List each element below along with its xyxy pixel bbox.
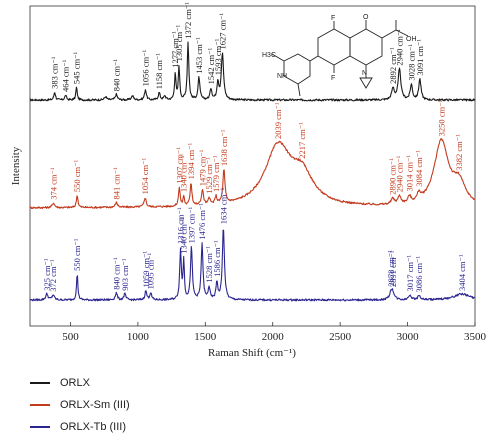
peak-label-0-9: 1277 cm⁻¹ — [170, 31, 180, 68]
peak-label-0-15: 1627 cm⁻¹ — [217, 13, 227, 50]
peak-label-0-16: 2892 cm⁻¹ — [388, 47, 398, 84]
peak-label-0-17: 2940 cm⁻¹ — [395, 29, 405, 66]
peak-label-2-1: 372 cm⁻¹ — [48, 259, 58, 292]
peak-label-1-8: 1529 cm⁻¹ — [204, 157, 214, 194]
peak-label-0-2: 545 cm⁻¹ — [72, 51, 82, 84]
peak-label-1-7: 1479 cm⁻¹ — [198, 149, 208, 186]
peak-label-2-18: 3404 cm⁻¹ — [457, 254, 467, 291]
peak-label-2-5: 1059 cm⁻¹ — [141, 251, 151, 288]
raman-spectrum-chart: 383 cm⁻¹ 464 cm⁻¹ 545 cm⁻¹ 840 cm⁻¹ 1056 cm⁻… — [10, 2, 487, 359]
legend-swatch-orlx-tb — [30, 426, 50, 428]
peak-label-2-14: 2878 cm⁻¹ — [386, 250, 396, 287]
peak-label-1-11: 2039 cm⁻¹ — [273, 102, 283, 139]
structure-label-ring-n: N — [362, 70, 367, 77]
peak-label-1-5: 1340 cm⁻¹ — [179, 155, 189, 192]
structure-label-methyl: H3C — [262, 52, 276, 59]
x-axis: 500 1000 1500 2000 2500 3000 3500 — [62, 322, 487, 343]
peak-label-2-2: 550 cm⁻¹ — [72, 238, 82, 271]
peak-label-2-8: 1340 cm⁻¹ — [179, 217, 189, 254]
peak-label-2-16: 3017 cm⁻¹ — [405, 255, 415, 292]
peak-label-0-10: 1305 cm⁻¹ — [174, 24, 184, 61]
annotation-layer: 383 cm⁻¹ 464 cm⁻¹ 545 cm⁻¹ 840 cm⁻¹ 1056 cm⁻… — [42, 2, 467, 293]
series-layer — [29, 41, 476, 302]
legend-label-orlx-tb: ORLX-Tb (III) — [60, 421, 127, 433]
peak-label-0-7: 1158 cm⁻¹ — [154, 53, 164, 90]
x-tick-label-5: 3000 — [397, 331, 420, 343]
peak-label-1-17: 3250 cm⁻¹ — [436, 99, 446, 136]
peak-label-1-2: 841 cm⁻¹ — [111, 167, 121, 200]
structure-label-fluoro-1: F — [331, 15, 335, 22]
peak-label-0-19: 3091 cm⁻¹ — [415, 39, 425, 76]
peak-label-1-10: 1638 cm⁻¹ — [219, 129, 229, 166]
x-tick-label-0: 500 — [62, 331, 79, 343]
legend: ORLX ORLX-Sm (III) ORLX-Tb (III) — [30, 372, 130, 438]
peak-label-1-14: 2940 cm⁻¹ — [395, 155, 405, 192]
x-tick-label-6: 3500 — [464, 331, 487, 343]
structure-label-fluoro-2: F — [331, 75, 335, 82]
peak-label-0-1: 464 cm⁻¹ — [61, 59, 71, 92]
x-axis-title: Raman Shift (cm⁻¹) — [208, 347, 296, 359]
peak-label-1-16: 3084 cm⁻¹ — [414, 150, 424, 187]
structure-label-acid: OH — [406, 36, 417, 43]
peak-label-1-3: 1054 cm⁻¹ — [140, 157, 150, 194]
molecule-structure-inset — [271, 20, 409, 97]
legend-swatch-orlx — [30, 382, 50, 384]
molecule-atom-labels: O OH F F N NH H3C — [262, 14, 417, 82]
peak-label-0-18: 3028 cm⁻¹ — [406, 44, 416, 81]
peak-label-2-10: 1476 cm⁻¹ — [197, 203, 207, 240]
peak-label-2-13: 1634 cm⁻¹ — [218, 187, 228, 224]
legend-label-orlx: ORLX — [60, 377, 90, 389]
plot-frame — [29, 5, 476, 327]
peak-label-1-0: 374 cm⁻¹ — [49, 167, 59, 200]
peak-label-1-15: 3014 cm⁻¹ — [405, 155, 415, 192]
peak-label-1-9: 1579 cm⁻¹ — [211, 155, 221, 192]
peak-label-2-9: 1397 cm⁻¹ — [186, 206, 196, 243]
peak-label-1-12: 2217 cm⁻¹ — [297, 122, 307, 159]
peak-label-2-6: 1095 cm⁻¹ — [146, 252, 156, 289]
legend-item-orlx-tb: ORLX-Tb (III) — [30, 416, 130, 438]
peak-label-1-1: 550 cm⁻¹ — [72, 159, 82, 192]
peak-label-1-4: 1307 cm⁻¹ — [174, 147, 184, 184]
peak-label-2-12: 1586 cm⁻¹ — [212, 240, 222, 277]
peak-label-0-13: 1542 cm⁻¹ — [206, 47, 216, 84]
structure-label-amine: NH — [277, 73, 287, 80]
peak-label-0-11: 1372 cm⁻¹ — [183, 2, 193, 39]
peak-label-2-7: 1316 cm⁻¹ — [176, 207, 186, 244]
series-line-0 — [29, 41, 476, 102]
peak-label-1-13: 2890 cm⁻¹ — [388, 158, 398, 195]
peak-label-0-6: 1056 cm⁻¹ — [140, 49, 150, 86]
peak-label-0-0: 383 cm⁻¹ — [50, 56, 60, 89]
peak-label-2-4: 903 cm⁻¹ — [120, 258, 130, 291]
x-tick-label-1: 1000 — [127, 331, 150, 343]
legend-item-orlx: ORLX — [30, 372, 130, 394]
y-axis-title: Intensity — [10, 146, 22, 185]
x-tick-label-4: 2500 — [329, 331, 352, 343]
peak-label-2-3: 840 cm⁻¹ — [111, 257, 121, 290]
legend-item-orlx-sm: ORLX-Sm (III) — [30, 394, 130, 416]
x-tick-label-3: 2000 — [262, 331, 285, 343]
peak-label-1-6: 1394 cm⁻¹ — [186, 142, 196, 179]
legend-label-orlx-sm: ORLX-Sm (III) — [60, 399, 130, 411]
peak-label-0-12: 1453 cm⁻¹ — [194, 37, 204, 74]
x-tick-label-2: 1500 — [194, 331, 217, 343]
legend-swatch-orlx-sm — [30, 404, 50, 406]
peak-label-2-11: 1528 cm⁻¹ — [204, 246, 214, 283]
peak-label-0-14: 1593 cm⁻¹ — [213, 38, 223, 75]
peak-label-2-15: 2891 cm⁻¹ — [388, 250, 398, 287]
series-line-1 — [29, 138, 476, 210]
peak-label-0-4: 840 cm⁻¹ — [111, 59, 121, 92]
peak-label-1-18: 3382 cm⁻¹ — [454, 134, 464, 171]
peak-label-2-17: 3086 cm⁻¹ — [414, 256, 424, 293]
series-line-2 — [29, 229, 476, 302]
peak-label-2-0: 325 cm⁻¹ — [42, 258, 52, 291]
structure-label-oxo: O — [363, 14, 369, 21]
